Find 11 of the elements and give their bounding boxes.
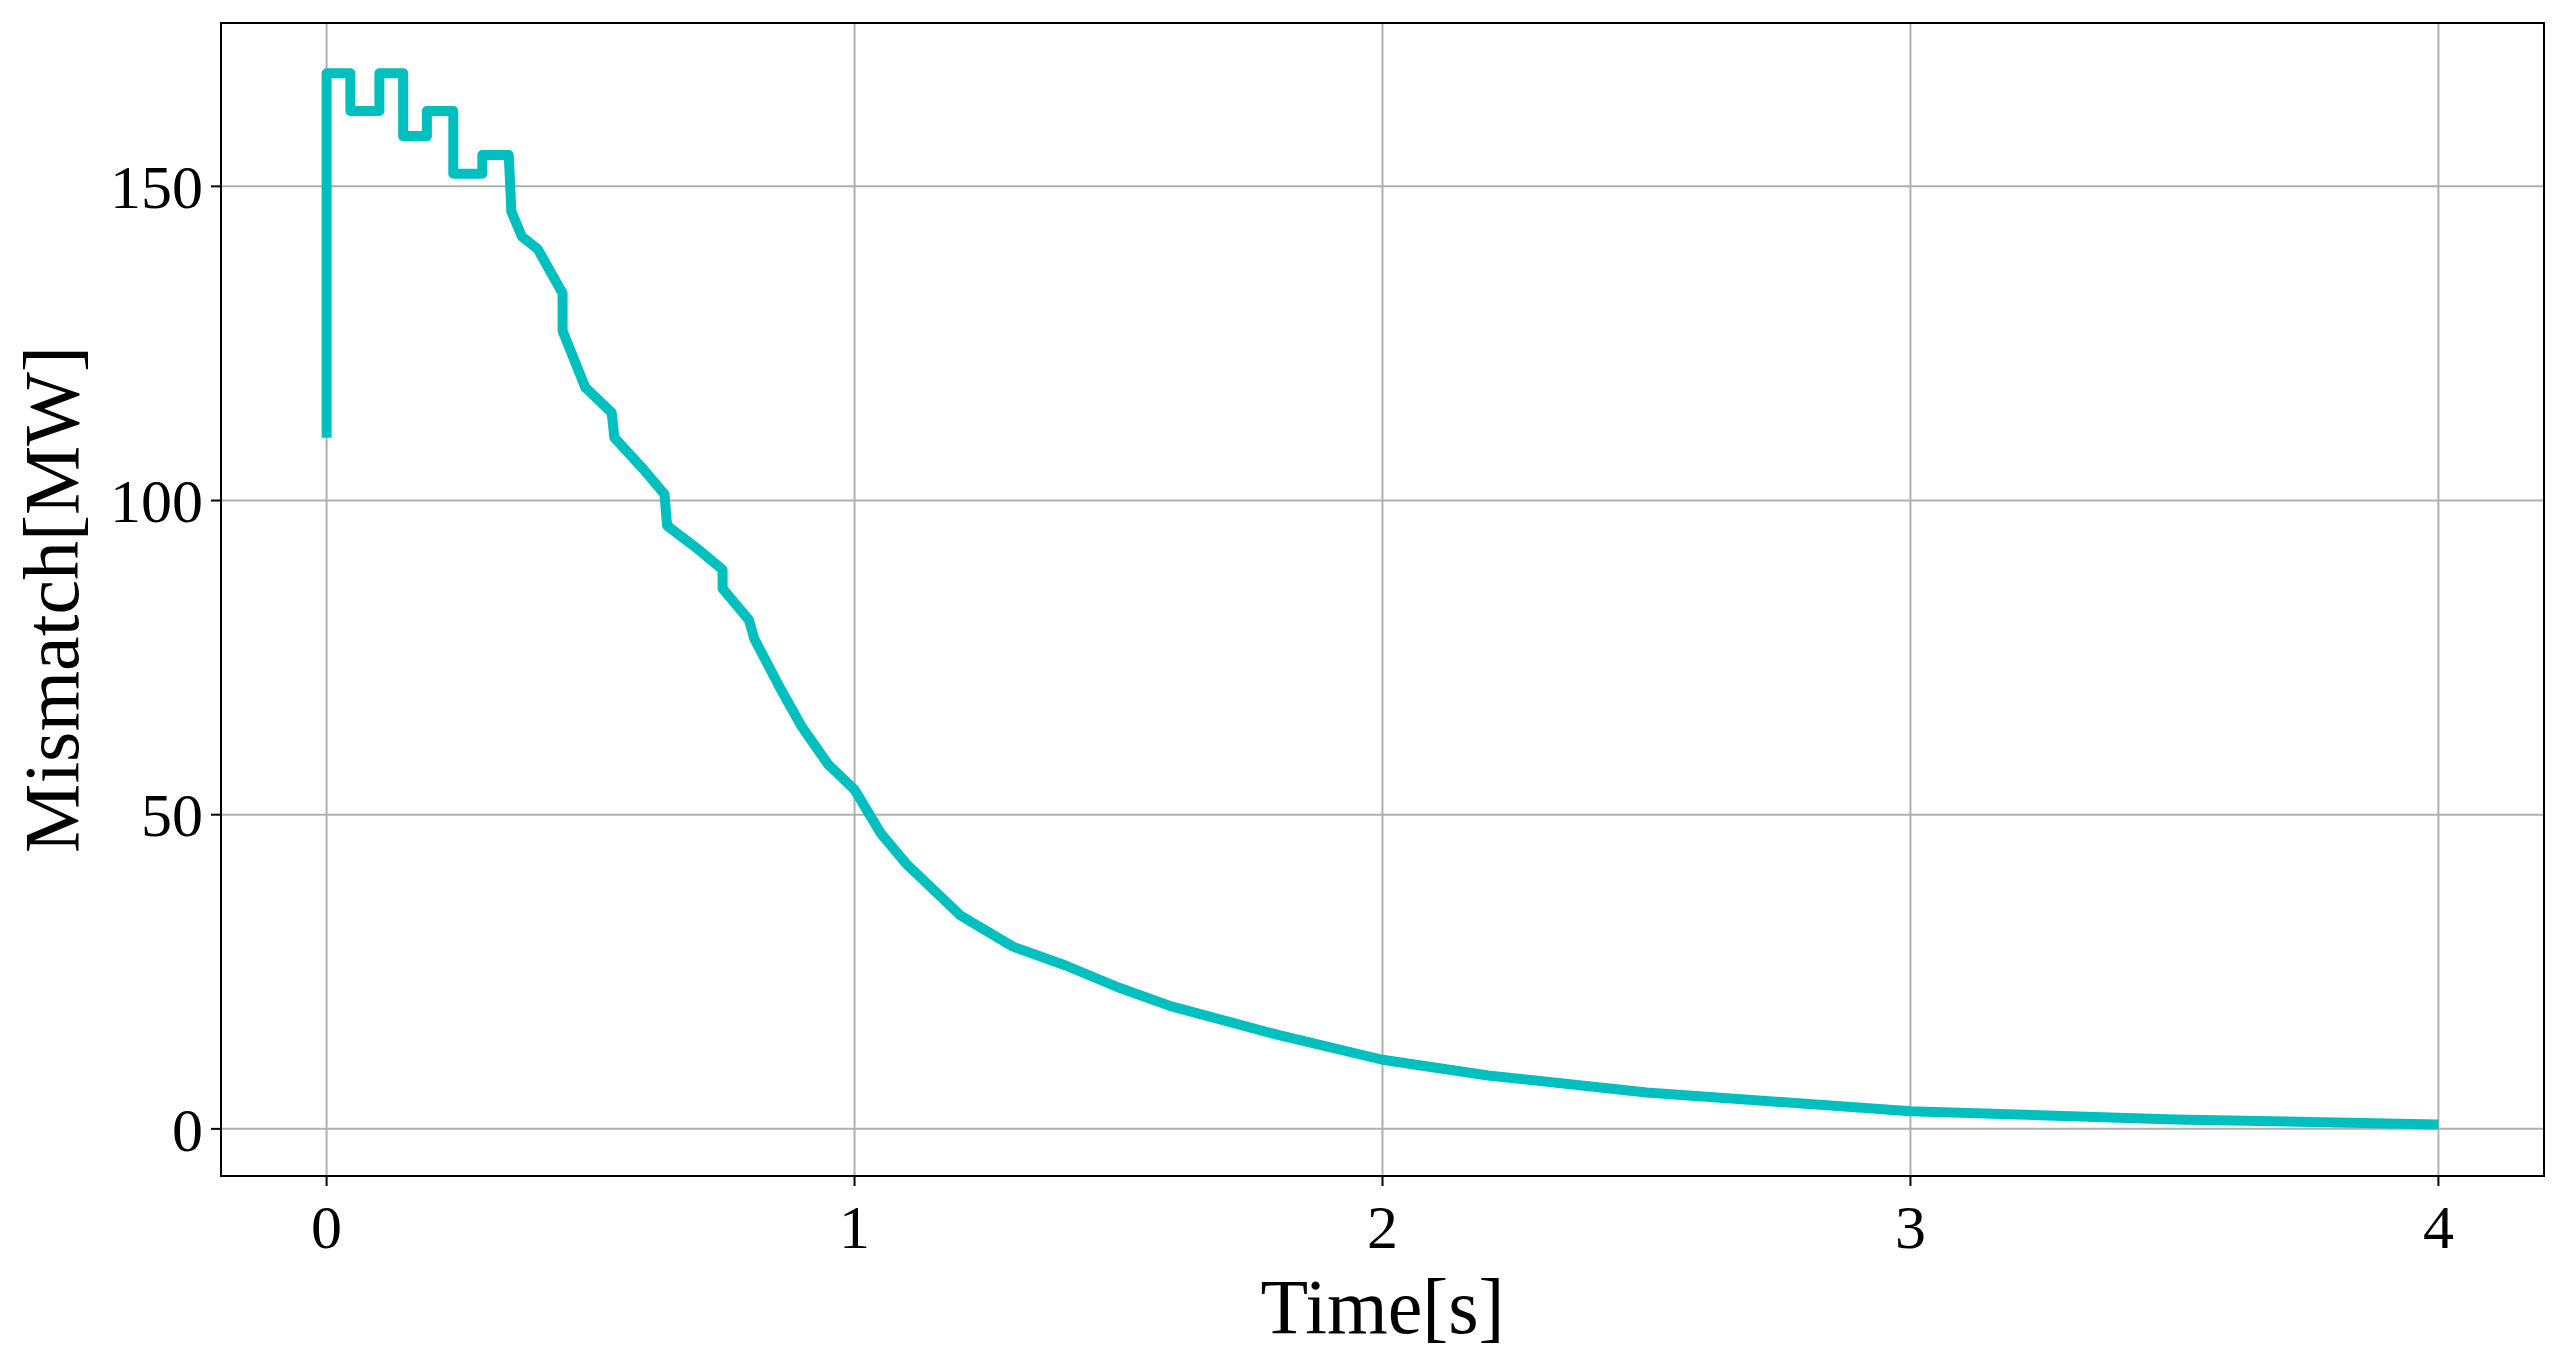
x-tick-label: 0 <box>311 1193 343 1261</box>
x-tick-label: 1 <box>839 1193 871 1261</box>
x-tick-label: 4 <box>2422 1193 2454 1261</box>
y-tick-label: 100 <box>110 467 203 536</box>
x-axis-title: Time[s] <box>1260 1263 1505 1350</box>
y-tick-label: 50 <box>141 781 203 850</box>
y-tick-label: 0 <box>172 1095 203 1164</box>
y-axis-title: Mismatch[MW] <box>8 346 95 853</box>
y-tick-label: 150 <box>110 153 203 222</box>
x-tick-label: 2 <box>1367 1193 1398 1261</box>
x-tick-label: 3 <box>1894 1193 1926 1261</box>
